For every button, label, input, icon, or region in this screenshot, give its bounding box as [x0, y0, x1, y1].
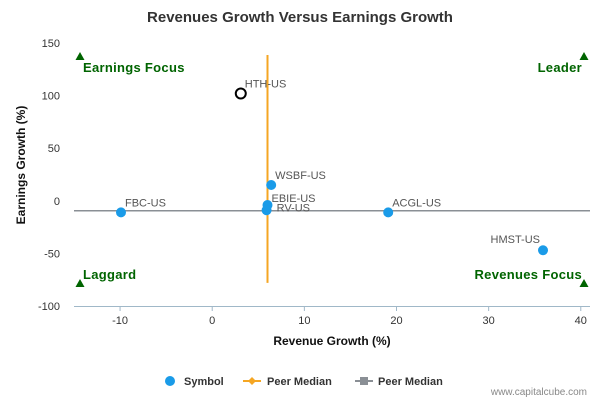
legend-symbol-marker: [165, 376, 175, 386]
x-tick-label: -10: [112, 315, 128, 327]
x-tick-label: 0: [209, 315, 215, 327]
quadrant-marker-bottom-left: [75, 279, 85, 287]
x-tick-label: 40: [575, 315, 587, 327]
quadrant-label-earnings-focus: Earnings Focus: [83, 60, 185, 75]
data-point-acgl-us[interactable]: [383, 207, 394, 218]
peer-median-lines: [74, 55, 590, 283]
legend-item-symbol[interactable]: Symbol: [165, 376, 224, 388]
quadrant-label-laggard: Laggard: [83, 267, 136, 282]
data-point-label: EBIE-US: [272, 193, 316, 205]
data-point-label: HTH-US: [245, 78, 287, 90]
y-tick-label: 0: [54, 196, 60, 208]
credit-text[interactable]: www.capitalcube.com: [490, 387, 587, 398]
chart-title: Revenues Growth Versus Earnings Growth: [147, 9, 453, 26]
x-tick-label: 10: [298, 315, 310, 327]
data-point-label: ACGL-US: [392, 197, 441, 209]
y-tick-label: 50: [48, 143, 60, 155]
data-point-wsbf-us[interactable]: [266, 180, 277, 191]
legend-item-peer-median-horizontal[interactable]: Peer Median: [355, 376, 443, 388]
legend-peer-median-label-1: Peer Median: [267, 376, 332, 388]
quadrant-labels: Earnings Focus Leader Laggard Revenues F…: [75, 52, 589, 287]
data-point-label: FBC-US: [125, 197, 166, 209]
x-tick-label: 30: [483, 315, 495, 327]
data-point-hmst-us[interactable]: [538, 245, 549, 256]
y-tick-label: -50: [44, 248, 60, 260]
legend: Symbol Peer Median Peer Median: [165, 376, 443, 388]
data-point-label: RV-US: [277, 202, 310, 214]
y-axis-title: Earnings Growth (%): [14, 106, 28, 225]
x-axis-title: Revenue Growth (%): [273, 334, 390, 348]
quadrant-marker-bottom-right: [579, 279, 589, 287]
legend-item-peer-median-vertical[interactable]: Peer Median: [243, 376, 332, 388]
x-tick-label: 20: [390, 315, 402, 327]
quadrant-label-leader: Leader: [538, 60, 582, 75]
legend-peer-median-square: [360, 377, 368, 385]
data-point-hth-us[interactable]: [234, 87, 247, 100]
y-tick-label: -100: [38, 301, 60, 313]
data-point-fbc-us[interactable]: [115, 207, 126, 218]
quadrant-marker-top-left: [75, 52, 85, 60]
quadrant-marker-top-right: [579, 52, 589, 60]
legend-symbol-label: Symbol: [184, 376, 224, 388]
y-tick-label: 150: [42, 38, 60, 50]
quadrant-label-revenues-focus: Revenues Focus: [474, 267, 582, 282]
y-tick-label: 100: [42, 91, 60, 103]
legend-peer-median-label-2: Peer Median: [378, 376, 443, 388]
data-point-label: HMST-US: [491, 234, 541, 246]
data-point-rv-us[interactable]: [261, 205, 272, 216]
legend-peer-median-diamond: [248, 377, 256, 385]
data-point-label: WSBF-US: [275, 170, 326, 182]
